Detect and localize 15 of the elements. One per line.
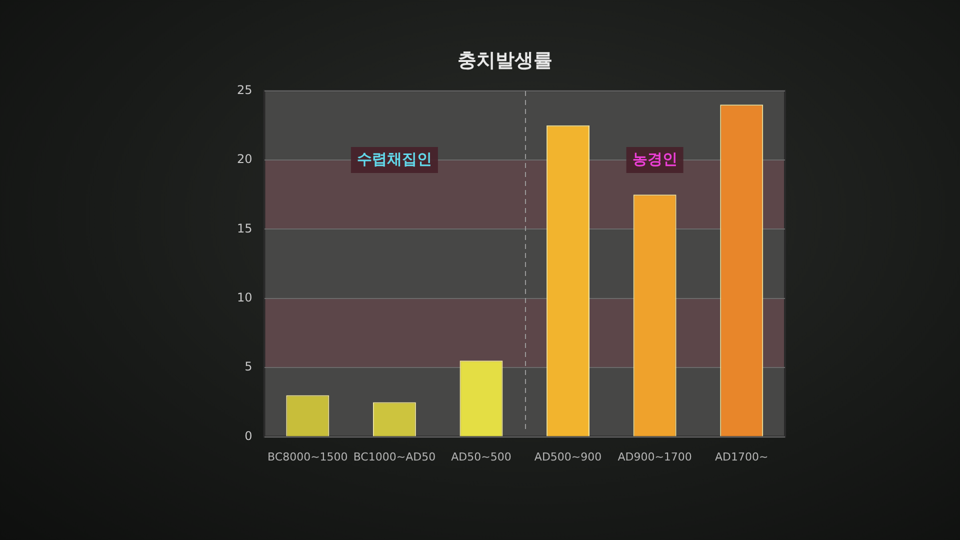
y-tick-label: 5 — [244, 360, 252, 374]
y-tick-label: 15 — [236, 221, 252, 236]
x-tick-label: AD900~1700 — [618, 450, 692, 464]
x-tick-label: AD500~900 — [534, 450, 602, 464]
chart-title: 충치발생률 — [458, 49, 552, 72]
y-tick-label: 0 — [244, 428, 252, 443]
y-tick-label: 20 — [236, 152, 252, 166]
annotation: 농경인 — [632, 150, 678, 168]
x-tick-label: AD1700~ — [714, 450, 768, 464]
y-tick-label: 25 — [236, 82, 252, 97]
y-tick-label: 10 — [236, 290, 252, 305]
x-tick-label: AD50~500 — [451, 450, 512, 464]
x-tick-label: BC1000~AD50 — [353, 450, 436, 464]
x-tick-label: BC8000~1500 — [268, 450, 348, 464]
annotation: 수렵채집인 — [356, 150, 432, 168]
